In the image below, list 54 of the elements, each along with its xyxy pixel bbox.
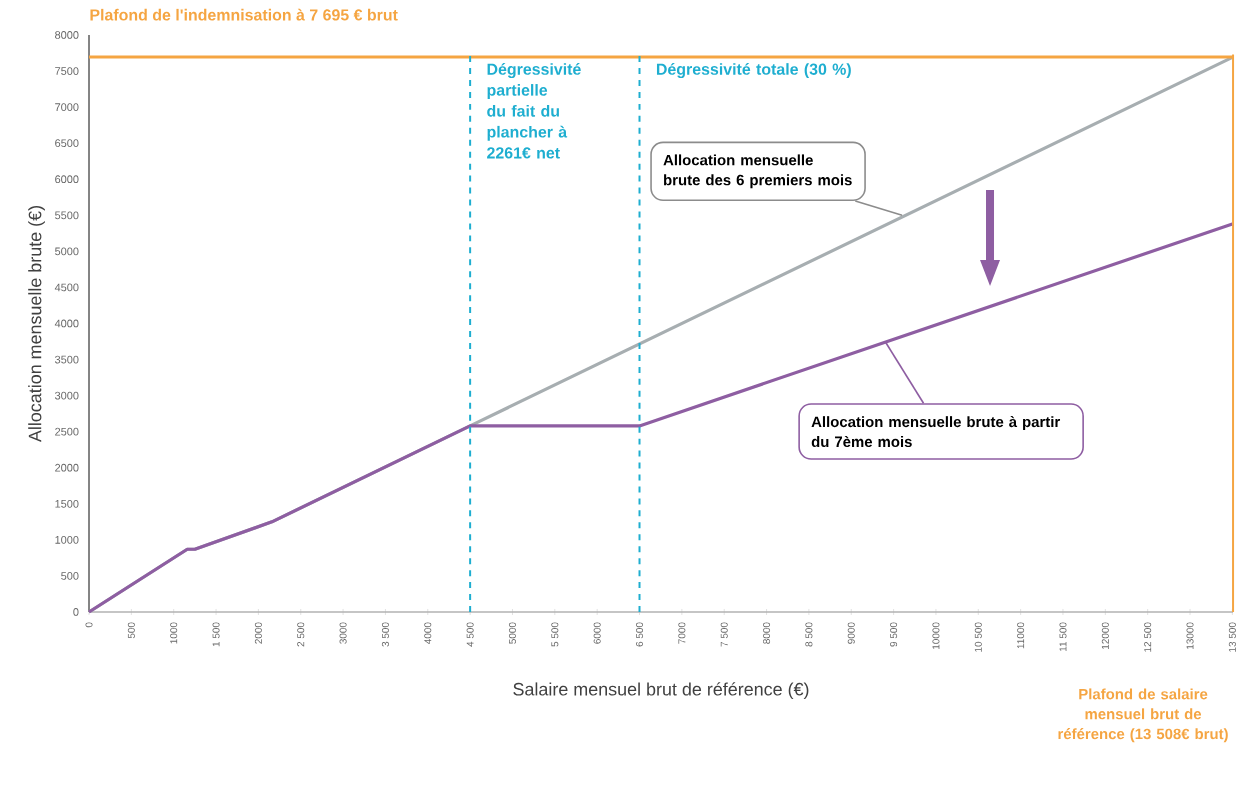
- y-tick-label: 0: [73, 608, 79, 616]
- x-tick-label: 10 500: [974, 622, 982, 652]
- y-tick-label: 2000: [55, 463, 79, 472]
- x-tick-label: 13000: [1186, 622, 1194, 649]
- ref-line-label: Plafond de salaire mensuel brut de référence (13 508€ brut): [1058, 688, 1228, 743]
- x-tick-label: 8000: [763, 622, 771, 644]
- y-tick-label: 3000: [54, 391, 79, 400]
- annotation: Allocation mensuelle brute à partir du 7ème mois: [811, 416, 1061, 448]
- x-tick-label: 3000: [339, 622, 347, 644]
- ref-line-label: Dégressivité totale (30 %): [656, 63, 851, 79]
- x-tick-label: 12000: [1101, 622, 1109, 649]
- x-axis-title: Salaire mensuel brut de référence (€): [513, 682, 809, 700]
- x-tick-label: 1000: [170, 622, 178, 644]
- y-tick-label: 7500: [55, 67, 79, 75]
- x-tick-label: 6 500: [635, 622, 644, 647]
- y-axis-title: Allocation mensuelle brute (€): [28, 206, 45, 443]
- x-tick-label: 500: [127, 622, 135, 639]
- y-tick-label: 500: [61, 572, 79, 580]
- x-tick-label: 11 500: [1059, 622, 1067, 652]
- ref-line-label: Dégressivité partielle du fait du plancher à 2261€ net: [487, 63, 581, 159]
- y-tick-label: 4000: [54, 319, 79, 328]
- x-tick-label: 9 500: [890, 622, 898, 647]
- y-tick-label: 8000: [55, 31, 79, 39]
- line-series: [87, 222, 1234, 614]
- y-tick-label: 7000: [55, 103, 79, 111]
- x-tick-label: 2 500: [297, 622, 305, 647]
- y-tick-label: 6500: [55, 139, 79, 148]
- y-tick-label: 4500: [54, 283, 79, 292]
- x-tick-label: 7 500: [720, 622, 728, 647]
- y-tick-label: 1500: [55, 499, 79, 508]
- x-tick-label: 4000: [424, 622, 432, 644]
- x-tick-label: 7000: [678, 622, 686, 644]
- y-tick-label: 3500: [54, 355, 79, 364]
- y-tick-label: 5000: [55, 247, 79, 256]
- y-tick-label: 6000: [55, 175, 79, 184]
- x-tick-label: 10000: [932, 622, 940, 649]
- y-tick-label: 1000: [55, 535, 79, 544]
- y-tick-label: 5500: [55, 211, 79, 220]
- ref-line-label: Plafond de l'indemnisation à 7 695 € brut: [90, 8, 398, 21]
- x-tick-label: 12 500: [1144, 622, 1152, 652]
- x-tick-label: 5 500: [551, 622, 559, 647]
- x-tick-label: 1 500: [212, 622, 220, 647]
- x-tick-label: 4 500: [466, 622, 474, 647]
- y-tick-label: 2500: [55, 427, 79, 436]
- x-tick-label: 0: [85, 622, 93, 628]
- x-tick-label: 5000: [508, 622, 516, 644]
- x-tick-label: 8 500: [805, 622, 813, 647]
- annotation: Allocation mensuelle brute des 6 premiers mois: [663, 154, 852, 189]
- x-tick-label: 11000: [1017, 622, 1025, 649]
- x-tick-label: 6000: [593, 622, 601, 644]
- x-tick-label: 3 500: [381, 622, 389, 647]
- x-tick-label: 2000: [254, 622, 262, 644]
- x-tick-label: 13 500: [1228, 622, 1236, 652]
- x-tick-label: 9000: [847, 622, 855, 644]
